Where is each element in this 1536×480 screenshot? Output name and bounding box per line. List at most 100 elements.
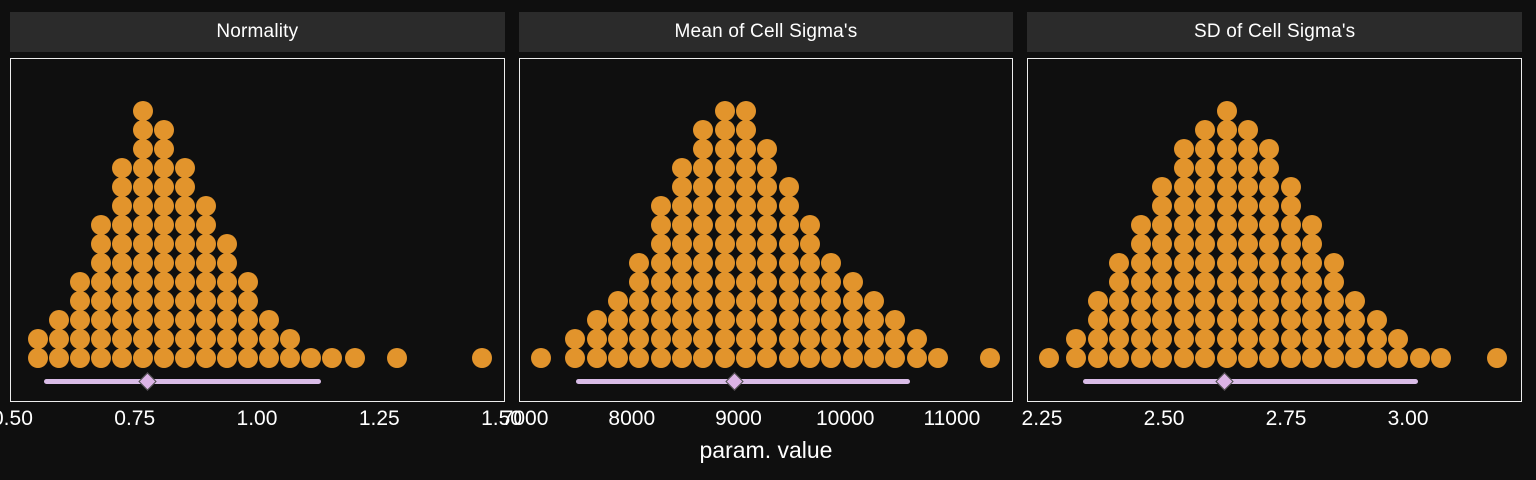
dot [1216,291,1237,311]
dot [671,234,692,254]
dot [154,139,175,159]
dot [693,120,714,140]
dot [821,291,842,311]
dot [714,234,735,254]
dot [112,158,133,178]
dot [1259,177,1280,197]
dot [1237,291,1258,311]
dot [69,272,90,292]
dot [650,215,671,235]
point-estimate-diamond [1215,372,1234,391]
dot [133,158,154,178]
dot [112,177,133,197]
dot [1280,329,1301,349]
dot [1130,310,1151,330]
dot [735,101,756,121]
dot [69,329,90,349]
dot [799,348,820,368]
dot [217,310,238,330]
tick-label: 1.50 [481,407,522,430]
dot [757,196,778,216]
dot [1173,196,1194,216]
dot [1237,253,1258,273]
dot [735,196,756,216]
dot [671,177,692,197]
dot [112,272,133,292]
dot [1087,310,1108,330]
dot [799,253,820,273]
dot [629,253,650,273]
dot [154,329,175,349]
dot [821,348,842,368]
dot [154,177,175,197]
dot [778,196,799,216]
dot [1152,196,1173,216]
dot [175,272,196,292]
dot [1259,348,1280,368]
dot [799,310,820,330]
dot [1130,215,1151,235]
dot [133,310,154,330]
dot [1431,348,1452,368]
dot [90,348,111,368]
dot [1109,253,1130,273]
dot [757,329,778,349]
dot [112,291,133,311]
dot [217,348,238,368]
dot [133,348,154,368]
dot [175,310,196,330]
dot [757,139,778,159]
dot [48,348,69,368]
dot [154,234,175,254]
dot [1152,310,1173,330]
dot [671,291,692,311]
dot [1259,310,1280,330]
dot [778,329,799,349]
dot [1280,348,1301,368]
dot [735,215,756,235]
dot [671,272,692,292]
dot [565,329,586,349]
dot [1173,234,1194,254]
dot [693,234,714,254]
dot [650,348,671,368]
dot [885,348,906,368]
dot [196,310,217,330]
dot [757,272,778,292]
dot [133,329,154,349]
dot [1173,329,1194,349]
dot [735,348,756,368]
dot [154,291,175,311]
dot [1216,196,1237,216]
dot [1195,291,1216,311]
dot [1173,139,1194,159]
dot [735,120,756,140]
dot [1109,272,1130,292]
dot [1195,196,1216,216]
dot [154,253,175,273]
dot [735,158,756,178]
dot [885,329,906,349]
dot [799,291,820,311]
dot [714,158,735,178]
dot [1237,158,1258,178]
tick-label: 2.75 [1265,407,1307,430]
plot-area [518,58,1014,402]
dot [1216,329,1237,349]
dot [1195,310,1216,330]
dot [693,348,714,368]
dot [1486,348,1507,368]
dot [1130,234,1151,254]
dot [1302,348,1323,368]
dot [693,329,714,349]
dot [154,348,175,368]
dot [1216,101,1237,121]
dot [735,139,756,159]
dot [1195,234,1216,254]
dot [1237,215,1258,235]
dot [154,215,175,235]
dot [1216,158,1237,178]
dot [1216,272,1237,292]
dot [565,348,586,368]
dot [175,348,196,368]
